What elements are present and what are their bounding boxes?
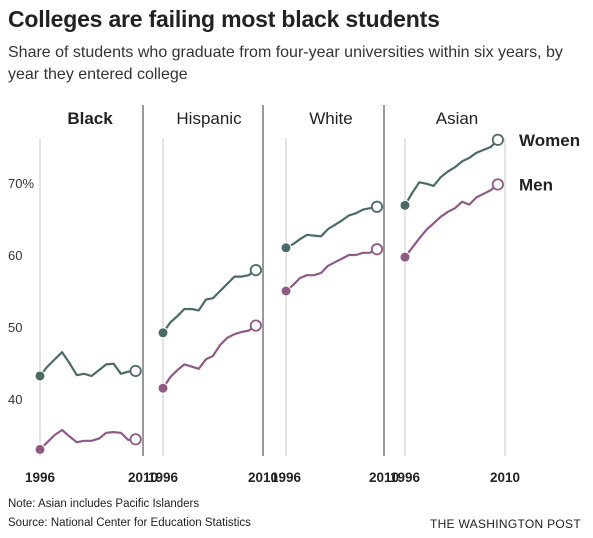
end-point-women bbox=[491, 133, 504, 146]
x-tick-label: 2010 bbox=[490, 470, 520, 485]
footnote: Note: Asian includes Pacific Islanders bbox=[8, 498, 200, 510]
panel-asian: Asian 1996 2010 bbox=[390, 109, 520, 485]
source-note: Source: National Center for Education St… bbox=[8, 517, 251, 529]
start-point-women bbox=[399, 199, 411, 211]
y-tick-label: 40 bbox=[8, 392, 22, 407]
publisher-credit: THE WASHINGTON POST bbox=[429, 517, 581, 531]
series-line-men bbox=[162, 324, 257, 389]
start-point-men bbox=[280, 285, 292, 297]
panel-title: White bbox=[309, 109, 352, 128]
end-point-women bbox=[370, 200, 384, 213]
y-tick-label: 50 bbox=[8, 320, 22, 335]
chart-subtitle: Share of students who graduate from four… bbox=[8, 44, 563, 83]
start-point-men bbox=[34, 443, 46, 455]
legend-women: Women bbox=[519, 131, 580, 150]
end-point-men bbox=[129, 433, 142, 446]
x-tick-label: 2010 bbox=[369, 470, 399, 485]
start-point-women bbox=[280, 242, 292, 254]
x-tick-label: 1996 bbox=[25, 470, 56, 485]
panel-title: Black bbox=[67, 109, 113, 128]
end-point-men bbox=[491, 178, 504, 191]
chart-title: Colleges are failing most black students bbox=[8, 6, 440, 32]
end-point-women bbox=[129, 364, 142, 378]
x-tick-label: 1996 bbox=[271, 470, 302, 485]
end-point-women bbox=[249, 264, 262, 277]
start-point-women bbox=[34, 370, 46, 382]
end-point-men bbox=[249, 319, 262, 332]
panel-title: Asian bbox=[436, 109, 479, 128]
series-line-men bbox=[39, 428, 136, 451]
y-tick-label: 60 bbox=[8, 248, 22, 263]
x-tick-label: 1996 bbox=[148, 470, 179, 485]
series-line-women bbox=[39, 351, 136, 378]
series-line-women bbox=[285, 205, 378, 249]
panel-black: Black 1996 2010 bbox=[25, 105, 158, 485]
series-line-men bbox=[285, 248, 378, 292]
series-line-men bbox=[404, 183, 499, 258]
panel-title: Hispanic bbox=[176, 109, 242, 128]
y-tick-label: 70% bbox=[8, 176, 34, 191]
x-tick-label: 1996 bbox=[390, 470, 421, 485]
legend-men: Men bbox=[519, 175, 553, 194]
x-tick-label: 2010 bbox=[248, 470, 278, 485]
panel-white: White 1996 2010 bbox=[271, 105, 399, 485]
series-line-women bbox=[162, 269, 257, 334]
start-point-men bbox=[157, 382, 169, 394]
start-point-men bbox=[399, 251, 411, 263]
start-point-women bbox=[157, 327, 169, 339]
series-line-women bbox=[404, 139, 499, 206]
x-tick-label: 2010 bbox=[128, 470, 158, 485]
end-point-men bbox=[370, 243, 384, 256]
panel-hispanic: Hispanic 1996 2010 bbox=[148, 105, 278, 485]
